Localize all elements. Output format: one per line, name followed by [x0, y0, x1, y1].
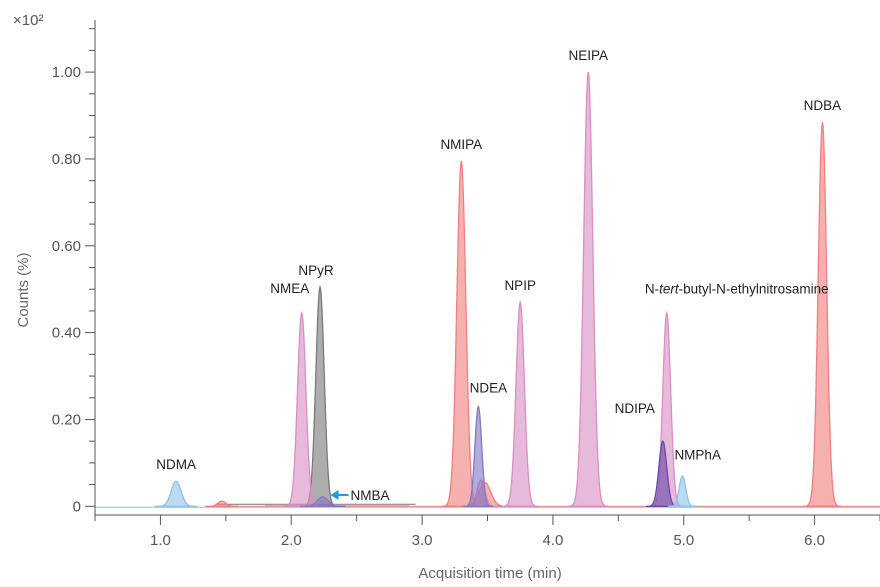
peak-label-npip: NPIP	[504, 278, 536, 293]
peak-ndma	[154, 480, 198, 507]
peak-labels-layer: NDMA NMEA NPyR NMBA NMIPA NDEA NPIP NEIPA N-tert…	[156, 48, 841, 503]
y-tick-label: 0.60	[52, 238, 81, 255]
peak-label-n-tert-butyl-n-ethylnitrosamine: N-tert-butyl-N-ethylnitrosamine	[645, 282, 829, 297]
x-tick-label: 5.0	[673, 532, 694, 549]
peak-label-neipa: NEIPA	[568, 48, 608, 63]
ticks-layer: 1.0 2.0 3.0 4.0 5.0 6.0 0 0.20 0.40 0.60 0.80 1.00	[52, 28, 880, 549]
x-tick-label: 3.0	[412, 532, 433, 549]
peak-label-nmpha: NMPhA	[674, 447, 721, 462]
minor-peak	[205, 500, 239, 507]
peak-ndba	[804, 121, 841, 507]
x-tick-label: 2.0	[281, 532, 302, 549]
peak-label-ndma: NDMA	[156, 457, 196, 472]
peak-npip	[501, 299, 539, 507]
peaks-layer	[95, 72, 880, 508]
y-tick-label: 0.80	[52, 151, 81, 168]
peak-label-ndba: NDBA	[804, 98, 842, 113]
x-tick-label: 4.0	[542, 532, 563, 549]
y-tick-label: 0.40	[52, 325, 81, 342]
peak-label-nmba: NMBA	[351, 488, 390, 503]
y-axis-title: Counts (%)	[15, 252, 32, 327]
x-tick-label: 6.0	[804, 532, 825, 549]
y-tick-label: 1.00	[52, 64, 81, 81]
x-axis-title: Acquisition time (min)	[418, 565, 561, 582]
nmba-arrow	[330, 490, 349, 501]
peak-label-npyr: NPyR	[298, 263, 334, 278]
peak-neipa	[568, 72, 609, 507]
y-multiplier-label: ×10²	[13, 12, 43, 29]
y-tick-label: 0.20	[52, 411, 81, 428]
peak-nmpha	[668, 475, 697, 507]
axes-layer	[94, 20, 880, 516]
peak-nmba	[300, 496, 346, 507]
x-tick-label: 1.0	[150, 532, 171, 549]
y-tick-label: 0	[73, 498, 81, 515]
peak-ndea	[463, 404, 494, 507]
peak-label-nmipa: NMIPA	[440, 137, 482, 152]
peak-label-ndea: NDEA	[470, 380, 508, 395]
peak-label-nmea: NMEA	[270, 281, 309, 296]
peak-label-ndipa: NDIPA	[615, 401, 655, 416]
